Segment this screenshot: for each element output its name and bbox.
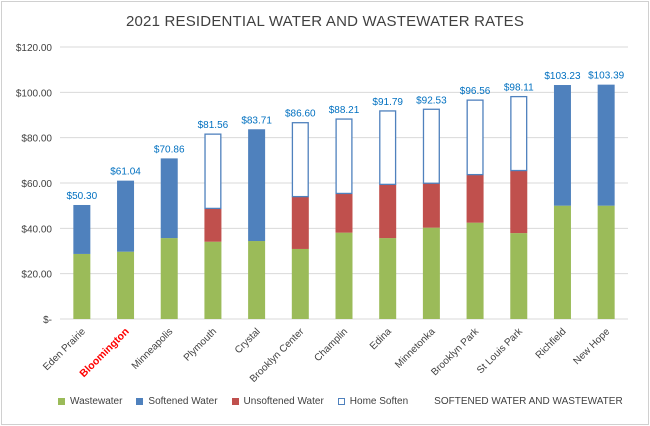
bar-segment-wastewater — [73, 253, 91, 319]
bar-segment-unsoftened-water — [291, 196, 309, 249]
legend-swatch — [58, 398, 65, 405]
y-tick-label: $40.00 — [21, 224, 52, 235]
data-label: $98.11 — [504, 83, 534, 94]
bar-segment-wastewater — [335, 232, 353, 319]
data-label: $92.53 — [416, 95, 447, 106]
bar-segment-unsoftened-water — [335, 193, 353, 233]
bar-segment-softened-water — [160, 158, 178, 239]
bar-segment-home-soften — [466, 99, 484, 176]
x-tick-label: Richfield — [534, 326, 569, 361]
legend-item-unsoftened-water: Unsoftened Water — [231, 396, 324, 407]
bar-segment-wastewater — [291, 248, 309, 319]
bar-segment-unsoftened-water — [466, 174, 484, 223]
data-label: $83.71 — [241, 115, 272, 126]
legend-item-home-soften: Home Soften — [337, 396, 409, 407]
legend-item-wastewater: Wastewater — [58, 396, 122, 407]
y-tick-label: $- — [43, 315, 52, 326]
bar-segment-unsoftened-water — [510, 170, 528, 234]
legend-label: SOFTENED WATER AND WASTEWATER — [434, 396, 623, 407]
legend: Wastewater Softened Water Unsoftened Wat… — [58, 396, 637, 407]
legend-label: Wastewater — [70, 396, 123, 407]
bar-segment-softened-water — [597, 84, 615, 206]
bar-segment-home-soften — [204, 133, 222, 210]
x-tick-label: Plymouth — [182, 326, 219, 363]
bar-segment-unsoftened-water — [422, 183, 440, 228]
legend-label: Home Soften — [349, 396, 409, 407]
legend-item-softened-water: Softened Water — [136, 396, 218, 407]
y-tick-label: $100.00 — [16, 88, 53, 99]
bar-segment-wastewater — [466, 222, 484, 319]
bar-segment-home-soften — [291, 122, 309, 198]
bar-segment-softened-water — [117, 180, 135, 252]
legend-item-softened-water-and-wastewater: SOFTENED WATER AND WASTEWATER — [434, 396, 623, 407]
bar-segment-softened-water — [553, 85, 571, 206]
bar-segment-wastewater — [510, 233, 528, 319]
bar-segment-home-soften — [335, 118, 353, 195]
y-tick-label: $80.00 — [21, 134, 52, 145]
bar-segment-wastewater — [117, 251, 135, 319]
legend-label: Unsoftened Water — [243, 396, 324, 407]
bar-segment-softened-water — [248, 129, 266, 242]
x-tick-label: New Hope — [571, 326, 612, 367]
bar-segment-home-soften — [422, 108, 440, 184]
data-label: $86.60 — [285, 109, 316, 120]
data-label: $70.86 — [154, 144, 185, 155]
bar-segment-softened-water — [73, 204, 91, 254]
bar-segment-wastewater — [379, 238, 397, 319]
x-tick-label: Crystal — [233, 326, 263, 356]
x-tick-label: Minnetonka — [393, 326, 438, 371]
bar-segment-home-soften — [510, 95, 528, 172]
data-label: $88.21 — [329, 105, 360, 116]
data-label: $50.30 — [67, 191, 98, 202]
data-label: $81.56 — [198, 120, 229, 131]
bar-segment-unsoftened-water — [379, 184, 397, 239]
data-label: $61.04 — [110, 167, 141, 178]
bar-segment-wastewater — [248, 241, 266, 319]
y-tick-label: $120.00 — [16, 43, 53, 54]
legend-label: Softened Water — [148, 396, 218, 407]
x-tick-label: Eden Prairie — [41, 326, 88, 373]
data-label: $96.56 — [460, 86, 491, 97]
x-tick-label: Minneapolis — [130, 326, 176, 372]
x-tick-label: Champlin — [312, 326, 350, 364]
data-label: $103.23 — [544, 71, 581, 82]
legend-swatch — [231, 398, 239, 405]
x-tick-label: Brooklyn Park — [429, 326, 481, 378]
bar-segment-wastewater — [204, 241, 222, 319]
chart-title: 2021 RESIDENTIAL WATER AND WASTEWATER RA… — [125, 13, 525, 30]
legend-swatch — [337, 398, 345, 405]
bar-segment-wastewater — [422, 227, 440, 319]
data-label: $103.39 — [588, 71, 625, 82]
y-tick-label: $60.00 — [21, 179, 52, 190]
y-tick-label: $20.00 — [21, 270, 52, 281]
bar-segment-wastewater — [160, 238, 178, 319]
x-tick-label: St Louis Park — [475, 326, 526, 377]
data-label: $91.79 — [372, 97, 403, 108]
bar-segment-home-soften — [379, 110, 397, 186]
bar-segment-wastewater — [553, 205, 571, 319]
bar-segment-unsoftened-water — [204, 208, 222, 242]
bar-segment-wastewater — [597, 205, 615, 319]
legend-swatch — [136, 398, 144, 405]
x-tick-label: Edina — [368, 326, 394, 352]
